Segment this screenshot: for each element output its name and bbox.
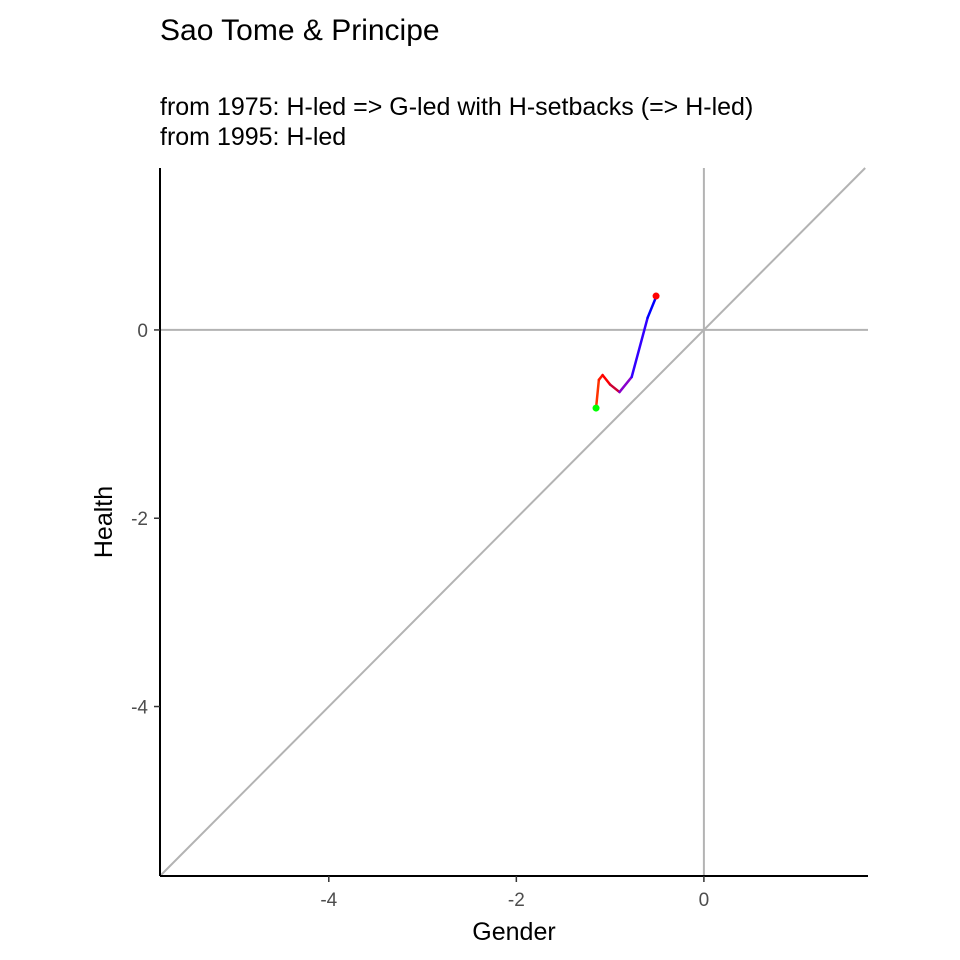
- trajectory-segment: [646, 295, 658, 319]
- trajectory-segment: [618, 375, 633, 394]
- chart-subtitle-line-1: from 1975: H-led => G-led with H-setback…: [160, 93, 753, 121]
- y-axis-ticks: 0 -2 -4: [131, 321, 160, 719]
- reference-lines: [159, 167, 868, 877]
- y-tick-label: 0: [137, 321, 148, 342]
- x-tick-label: -2: [508, 890, 525, 911]
- x-axis-title: Gender: [472, 918, 555, 946]
- chart-subtitle-line-2: from 1995: H-led: [160, 123, 346, 151]
- y-tick-label: -4: [131, 698, 148, 719]
- markers: [592, 292, 660, 412]
- chart-title: Sao Tome & Principe: [160, 14, 440, 47]
- trajectory-segment: [594, 378, 601, 410]
- end-point-marker: [652, 292, 660, 300]
- x-tick-label: 0: [699, 890, 710, 911]
- y-axis-title: Health: [90, 486, 118, 558]
- start-point-marker: [592, 404, 600, 412]
- x-axis-ticks: -4 -2 0: [320, 876, 709, 911]
- reference-line-diagonal: [159, 167, 866, 877]
- x-tick-label: -4: [320, 890, 337, 911]
- trajectory-segment: [601, 373, 612, 386]
- plot-area: [159, 167, 868, 877]
- trajectory-segment: [608, 383, 621, 394]
- data-series: [594, 295, 658, 410]
- trajectory-segment: [630, 316, 649, 379]
- y-tick-label: -2: [131, 509, 148, 530]
